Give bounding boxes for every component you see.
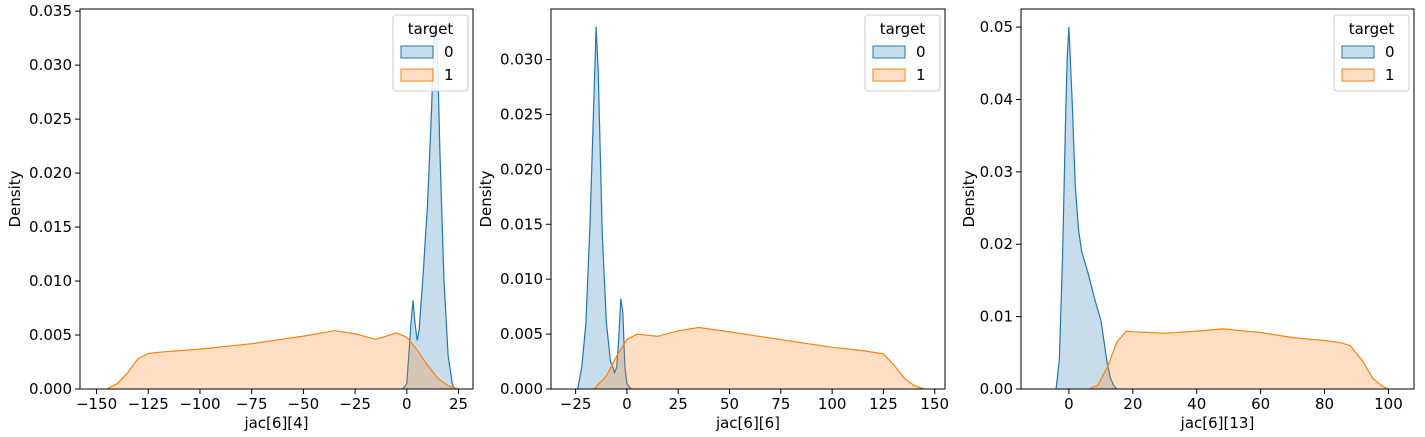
series-1-line xyxy=(1087,328,1389,390)
x-tick-label: 150 xyxy=(920,395,949,413)
y-tick-label: 0.025 xyxy=(29,110,72,128)
x-tick-label: −100 xyxy=(179,395,220,413)
x-tick-label: 100 xyxy=(818,395,847,413)
x-tick-label: 75 xyxy=(771,395,790,413)
y-tick-label: 0.01 xyxy=(980,308,1013,326)
legend: target 0 1 xyxy=(392,14,469,92)
legend-entry-1: 1 xyxy=(1385,66,1395,84)
legend-swatch-0 xyxy=(872,45,906,59)
series-0-area xyxy=(577,26,631,389)
x-tick-label: 0 xyxy=(402,395,412,413)
legend-title: target xyxy=(880,20,926,38)
subplot-1: −150 −125 −100 −75 −50 −25 0 25 0.000 0.005 0.010 0… xyxy=(6,2,474,432)
x-tick-label: 125 xyxy=(869,395,898,413)
legend-swatch-0 xyxy=(400,45,434,59)
y-tick-label: 0.030 xyxy=(29,56,72,74)
legend-box xyxy=(864,14,941,92)
series-0-line xyxy=(577,26,632,390)
x-tick-label: −50 xyxy=(288,395,320,413)
y-tick-label: 0.005 xyxy=(29,326,72,344)
x-tick-label: 50 xyxy=(720,395,739,413)
subplot-2: −25 0 25 50 75 100 125 150 0.000 0.005 0.010 0.015 0… xyxy=(477,8,949,432)
series-1-line xyxy=(106,330,459,390)
x-tick-label: 25 xyxy=(669,395,688,413)
legend-entry-0: 0 xyxy=(1385,43,1395,61)
y-tick-label: 0.05 xyxy=(980,18,1013,36)
x-axis-label: jac[6][6] xyxy=(715,414,780,432)
axes-frame xyxy=(79,8,474,390)
legend: target 0 1 xyxy=(864,14,941,92)
y-tick-label: 0.030 xyxy=(500,51,543,69)
legend-title: target xyxy=(1349,20,1395,38)
legend-box xyxy=(392,14,469,92)
y-tick-label: 0.020 xyxy=(500,160,543,178)
subplot-3: 0 20 40 60 80 100 0.00 0.01 0.02 0.03 0.04 0.05 jac[… xyxy=(960,8,1415,432)
legend-box xyxy=(1333,14,1410,92)
series-1-area xyxy=(106,330,459,389)
x-tick-label: −75 xyxy=(236,395,268,413)
x-tick-label: 20 xyxy=(1123,395,1142,413)
x-tick-label: 100 xyxy=(1374,395,1403,413)
x-tick-label: −150 xyxy=(76,395,117,413)
y-tick-label: 0.005 xyxy=(500,325,543,343)
legend: target 0 1 xyxy=(1333,14,1410,92)
y-tick-label: 0.035 xyxy=(29,2,72,20)
y-tick-label: 0.010 xyxy=(29,272,72,290)
series-1-area xyxy=(594,327,925,389)
legend-entry-1: 1 xyxy=(916,66,926,84)
x-tick-label: 25 xyxy=(449,395,468,413)
x-axis-label: jac[6][13] xyxy=(1180,414,1255,432)
y-axis-label: Density xyxy=(477,170,495,227)
x-axis-label: jac[6][4] xyxy=(243,414,308,432)
legend-title: target xyxy=(408,20,454,38)
legend-entry-0: 0 xyxy=(444,43,454,61)
y-tick-label: 0.04 xyxy=(980,90,1013,108)
y-tick-label: 0.020 xyxy=(29,164,72,182)
y-tick-label: 0.025 xyxy=(500,105,543,123)
legend-entry-0: 0 xyxy=(916,43,926,61)
legend-swatch-1 xyxy=(1341,68,1375,82)
x-tick-label: −25 xyxy=(339,395,371,413)
y-tick-label: 0.00 xyxy=(980,380,1013,398)
series-0-area xyxy=(402,22,455,389)
x-tick-label: 60 xyxy=(1251,395,1270,413)
legend-swatch-1 xyxy=(872,68,906,82)
y-tick-label: 0.02 xyxy=(980,235,1013,253)
x-tick-label: 0 xyxy=(622,395,632,413)
axes-frame xyxy=(1020,8,1415,390)
y-axis-label: Density xyxy=(960,170,978,227)
y-tick-label: 0.03 xyxy=(980,163,1013,181)
x-tick-label: 80 xyxy=(1315,395,1334,413)
y-tick-label: 0.000 xyxy=(500,380,543,398)
series-0-line xyxy=(402,21,455,390)
x-tick-label: −125 xyxy=(128,395,169,413)
x-tick-label: 40 xyxy=(1187,395,1206,413)
y-tick-label: 0.015 xyxy=(500,215,543,233)
series-0-area xyxy=(1056,27,1117,389)
y-tick-label: 0.015 xyxy=(29,218,72,236)
y-tick-label: 0.000 xyxy=(29,380,72,398)
axes-frame xyxy=(550,8,946,390)
legend-entry-1: 1 xyxy=(444,66,454,84)
x-tick-label: 0 xyxy=(1064,395,1074,413)
y-axis-label: Density xyxy=(6,170,24,227)
legend-swatch-0 xyxy=(1341,45,1375,59)
series-1-area xyxy=(1088,328,1389,389)
series-1-line xyxy=(593,326,925,390)
y-tick-label: 0.010 xyxy=(500,270,543,288)
legend-swatch-1 xyxy=(400,68,434,82)
x-tick-label: −25 xyxy=(560,395,592,413)
